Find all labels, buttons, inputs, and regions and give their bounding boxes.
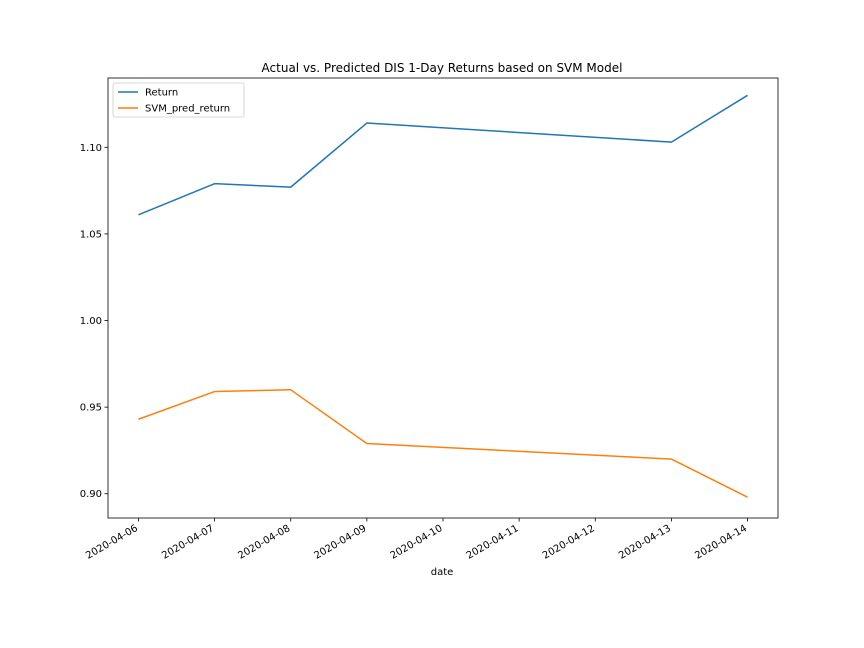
x-tick-label: 2020-04-06 bbox=[84, 523, 140, 562]
y-tick-label: 0.90 bbox=[80, 489, 102, 500]
plot-frame bbox=[107, 77, 779, 519]
x-tick-label: 2020-04-08 bbox=[236, 523, 292, 562]
x-tick-label: 2020-04-13 bbox=[617, 523, 673, 562]
x-tick-label: 2020-04-09 bbox=[313, 523, 369, 562]
chart-title: Actual vs. Predicted DIS 1-Day Returns b… bbox=[262, 61, 623, 75]
x-tick-label: 2020-04-10 bbox=[389, 523, 445, 562]
y-tick-label: 1.00 bbox=[80, 316, 102, 327]
legend-entry: SVM_pred_return bbox=[145, 104, 230, 115]
x-axis: 2020-04-06 2020-04-07 2020-04-08 2020-04-09… bbox=[84, 518, 749, 562]
y-axis: 0.90 0.95 1.00 1.05 1.10 bbox=[80, 143, 108, 500]
series-line-svm-pred-return bbox=[138, 389, 748, 498]
y-tick-label: 0.95 bbox=[80, 403, 102, 414]
x-tick-label: 2020-04-12 bbox=[541, 523, 597, 562]
x-tick-label: 2020-04-14 bbox=[693, 523, 749, 562]
legend-box bbox=[112, 82, 245, 118]
x-axis-label: date bbox=[431, 567, 454, 578]
legend-entry: Return bbox=[145, 88, 178, 99]
legend: Return SVM_pred_return bbox=[112, 82, 245, 118]
x-tick-label: 2020-04-07 bbox=[160, 523, 216, 562]
y-tick-label: 1.05 bbox=[80, 229, 102, 240]
y-tick-label: 1.10 bbox=[80, 143, 102, 154]
x-tick-label: 2020-04-11 bbox=[465, 523, 521, 562]
series-line-return bbox=[138, 94, 748, 216]
plot-area bbox=[107, 77, 779, 519]
